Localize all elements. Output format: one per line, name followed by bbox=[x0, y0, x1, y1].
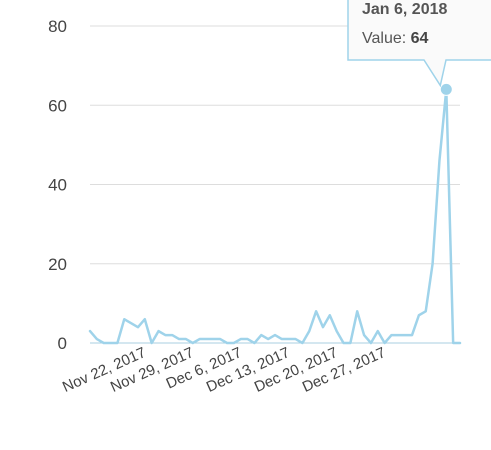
tooltip-box bbox=[347, 0, 491, 88]
y-tick-label: 0 bbox=[58, 334, 67, 353]
tooltip-value-number: 64 bbox=[411, 30, 429, 47]
tooltip-value-label: Value: bbox=[362, 30, 411, 47]
y-tick-label: 60 bbox=[48, 96, 67, 115]
y-tick-label: 80 bbox=[48, 17, 67, 36]
tooltip: Jan 6, 2018 Value: 64 bbox=[347, 0, 491, 88]
highlighted-point[interactable] bbox=[439, 82, 453, 96]
y-axis-ticks: 0 20 40 60 80 bbox=[48, 17, 67, 353]
tooltip-title: Jan 6, 2018 bbox=[362, 1, 448, 18]
y-tick-label: 40 bbox=[48, 176, 67, 195]
tooltip-value-line: Value: 64 bbox=[362, 30, 429, 47]
grid-lines bbox=[90, 25, 460, 265]
series-path bbox=[88, 88, 462, 345]
series-line bbox=[88, 82, 462, 345]
y-tick-label: 20 bbox=[48, 255, 67, 274]
